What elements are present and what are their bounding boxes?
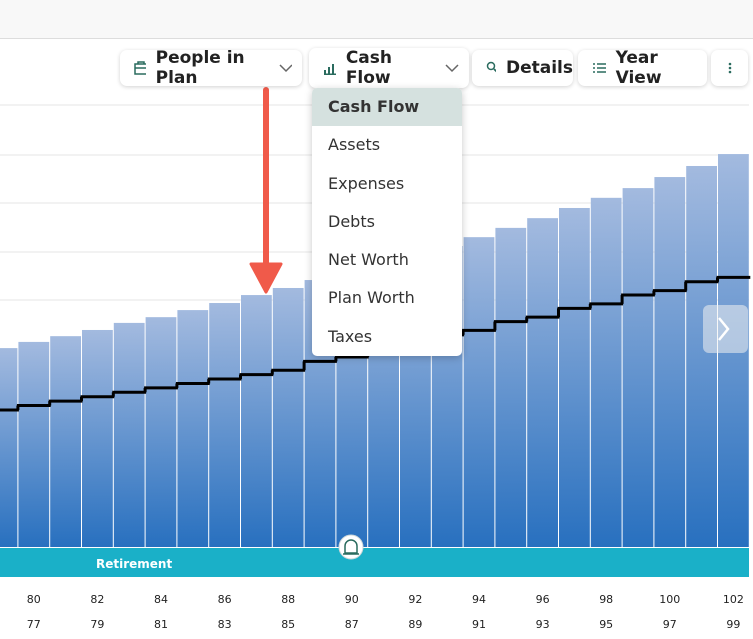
bar — [241, 295, 272, 547]
caret — [279, 64, 292, 73]
age-label: 96 — [536, 593, 550, 606]
age-label: 93 — [536, 618, 550, 631]
next-button[interactable] — [703, 305, 748, 353]
bar — [527, 218, 558, 548]
icon — [593, 63, 606, 73]
cashflow-button[interactable]: Cash Flow — [309, 48, 469, 88]
bar — [0, 348, 18, 547]
age-label: 84 — [154, 593, 168, 606]
age-label: 98 — [599, 593, 613, 606]
bar — [177, 310, 209, 547]
age-label: 77 — [27, 618, 41, 631]
icon — [324, 64, 336, 75]
label: People in Plan — [155, 48, 245, 88]
bar — [495, 227, 527, 547]
year-view-button[interactable]: Year View — [578, 48, 707, 88]
details-button[interactable]: Details — [472, 50, 573, 86]
bar — [654, 177, 686, 547]
menu-item[interactable]: Net Worth — [328, 250, 409, 270]
age-label: 85 — [281, 618, 295, 631]
people-button[interactable]: People in Plan — [120, 48, 302, 88]
age-label: 90 — [345, 593, 359, 606]
caret — [445, 64, 459, 73]
bar — [82, 329, 113, 547]
age-label: 88 — [281, 593, 295, 606]
menu-item[interactable]: Plan Worth — [328, 288, 415, 308]
age-label: 89 — [408, 618, 422, 631]
top-bar — [0, 0, 753, 39]
age-label: 86 — [218, 593, 232, 606]
age-label: 99 — [726, 618, 740, 631]
bar — [272, 287, 304, 547]
menu-item[interactable]: Expenses — [328, 173, 405, 193]
label: Details — [505, 58, 573, 78]
age-label: 79 — [90, 618, 104, 631]
age-label: 92 — [408, 593, 422, 606]
bar — [590, 197, 622, 547]
retirement-band — [0, 548, 749, 577]
age-label: 81 — [154, 618, 168, 631]
dropdown-menu: Cash Flow Assets Expenses Debts Net Worth Pla… — [312, 88, 462, 356]
icon — [134, 61, 146, 75]
age-label: 94 — [472, 593, 486, 606]
bar — [50, 336, 81, 547]
age-label: 91 — [472, 618, 486, 631]
age-label: 95 — [599, 618, 613, 631]
bar — [686, 165, 717, 547]
bar — [559, 207, 590, 547]
menu-item[interactable]: Debts — [328, 211, 375, 231]
bar — [622, 188, 654, 547]
icon — [486, 61, 496, 73]
label: Cash Flow — [345, 48, 392, 88]
age-label: 82 — [90, 593, 104, 606]
age-label: 83 — [218, 618, 232, 631]
next-arrow — [718, 317, 730, 341]
icon — [728, 62, 731, 74]
menu-item[interactable]: Assets — [328, 135, 381, 155]
age-label: 80 — [27, 593, 41, 606]
annotation: Retirement — [96, 557, 172, 571]
age-label: 100 — [659, 593, 680, 606]
bar — [209, 303, 240, 547]
bar — [18, 341, 50, 547]
callout-arrow — [249, 87, 283, 294]
age-label: 87 — [345, 618, 359, 631]
more-button[interactable] — [711, 50, 748, 86]
age-label: 102 — [723, 593, 744, 606]
menu-item[interactable]: Taxes — [328, 326, 373, 346]
retirement-icon — [338, 534, 364, 560]
label: Year View — [615, 48, 662, 88]
menu-item[interactable]: Cash Flow — [312, 88, 462, 127]
bar — [463, 237, 495, 547]
bar — [145, 317, 177, 547]
bar — [113, 322, 145, 547]
age-label: 97 — [663, 618, 677, 631]
